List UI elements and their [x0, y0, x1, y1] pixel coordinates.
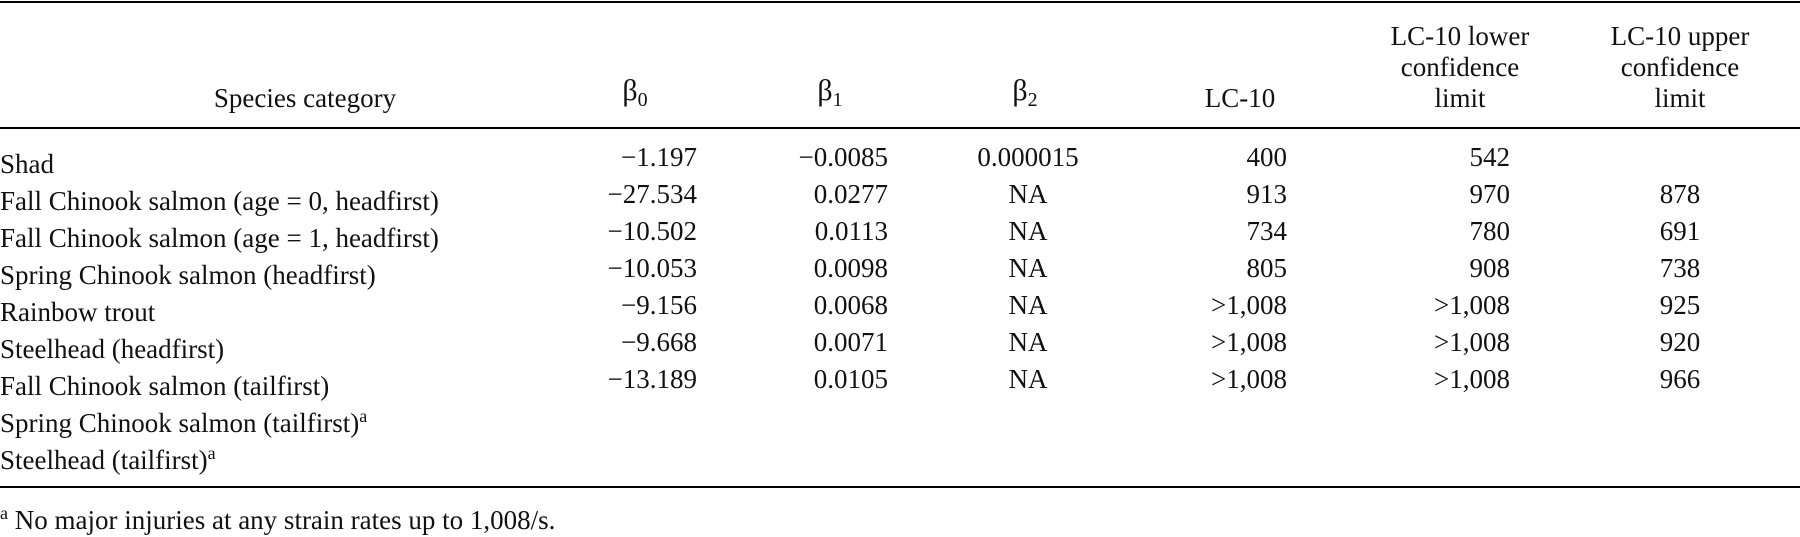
- cell-lc10: 913: [1246, 179, 1288, 209]
- table-header-rule: [0, 127, 1800, 129]
- beta-subscript: 1: [832, 89, 843, 111]
- header-lower-line: LC-10 lower: [1390, 21, 1530, 51]
- cell-lower-limit: >1,008: [1434, 364, 1510, 394]
- cell-lc10: 400: [1246, 142, 1288, 172]
- table-row: Steelhead (tailfirst)a: [0, 435, 1800, 475]
- header-lc10: LC-10: [1160, 14, 1320, 114]
- beta-subscript: 2: [1027, 89, 1038, 111]
- cell-lc10: >1,008: [1211, 327, 1287, 357]
- beta-symbol: β: [1012, 74, 1028, 107]
- table-row: Fall Chinook salmon (age = 1, headfirst)…: [0, 213, 1800, 253]
- cell-beta-1: 0.0277: [813, 179, 888, 209]
- header-lower-line: confidence: [1400, 52, 1520, 82]
- table-top-rule: [0, 1, 1800, 3]
- cell-beta-0: −27.534: [607, 179, 697, 209]
- cell-upper-limit: 966: [1659, 364, 1701, 394]
- cell-beta-2: NA: [1008, 290, 1048, 320]
- cell-beta-2: NA: [1008, 364, 1048, 394]
- cell-species: Fall Chinook salmon (tailfirst): [0, 371, 330, 401]
- cell-beta-1: 0.0098: [813, 253, 888, 283]
- cell-species: Steelhead (headfirst): [0, 334, 225, 364]
- cell-upper-limit: 691: [1659, 216, 1701, 246]
- cell-beta-1: 0.0068: [813, 290, 888, 320]
- cell-lower-limit: 908: [1469, 253, 1511, 283]
- cell-lower-limit: 970: [1469, 179, 1511, 209]
- cell-species: Rainbow trout: [0, 297, 156, 327]
- cell-beta-2: 0.000015: [977, 142, 1079, 172]
- table-row: Fall Chinook salmon (age = 0, headfirst)…: [0, 176, 1800, 216]
- cell-upper-limit: 738: [1659, 253, 1701, 283]
- cell-lower-limit: 780: [1469, 216, 1511, 246]
- cell-beta-0: −10.053: [607, 253, 697, 283]
- cell-beta-1: −0.0085: [798, 142, 888, 172]
- beta-symbol: β: [622, 74, 638, 107]
- cell-lower-limit: >1,008: [1434, 327, 1510, 357]
- cell-lc10: >1,008: [1211, 364, 1287, 394]
- cell-beta-2: NA: [1008, 253, 1048, 283]
- cell-lower-limit: 542: [1469, 142, 1511, 172]
- cell-lc10: 734: [1246, 216, 1288, 246]
- header-lower-limit: LC-10 lower confidence limit: [1360, 14, 1560, 114]
- cell-species: Fall Chinook salmon (age = 1, headfirst): [0, 223, 439, 253]
- cell-lower-limit: >1,008: [1434, 290, 1510, 320]
- beta-symbol: β: [817, 74, 833, 107]
- cell-species: Steelhead (tailfirst)a: [0, 443, 216, 475]
- header-beta-1: β1: [785, 14, 875, 116]
- header-lower-line: limit: [1434, 83, 1486, 113]
- cell-species: Shad: [0, 149, 54, 179]
- cell-beta-0: −9.156: [621, 290, 697, 320]
- header-upper-line: confidence: [1620, 52, 1740, 82]
- table-row: Steelhead (headfirst) −9.668 0.0071 NA >…: [0, 324, 1800, 364]
- footnote-marker: a: [0, 503, 8, 523]
- header-species-category: Species category: [0, 14, 610, 114]
- table-row: Rainbow trout −9.156 0.0068 NA >1,008 >1…: [0, 287, 1800, 327]
- footnote-text: No major injuries at any strain rates up…: [8, 505, 556, 535]
- cell-beta-0: −13.189: [607, 364, 697, 394]
- header-lc10-label: LC-10: [1204, 83, 1276, 113]
- header-upper-line: LC-10 upper: [1610, 21, 1750, 51]
- cell-beta-1: 0.0071: [813, 327, 888, 357]
- cell-species: Spring Chinook salmon (tailfirst)a: [0, 406, 368, 438]
- cell-upper-limit: 878: [1659, 179, 1701, 209]
- cell-beta-0: −10.502: [607, 216, 697, 246]
- cell-beta-2: NA: [1008, 327, 1048, 357]
- cell-beta-0: −1.197: [621, 142, 697, 172]
- cell-beta-0: −9.668: [621, 327, 697, 357]
- header-upper-limit: LC-10 upper confidence limit: [1580, 14, 1780, 114]
- cell-beta-2: NA: [1008, 179, 1048, 209]
- cell-species: Spring Chinook salmon (headfirst): [0, 260, 376, 290]
- header-upper-line: limit: [1654, 83, 1706, 113]
- cell-species: Fall Chinook salmon (age = 0, headfirst): [0, 186, 439, 216]
- cell-beta-1: 0.0105: [813, 364, 888, 394]
- cell-upper-limit: 920: [1659, 327, 1701, 357]
- cell-beta-2: NA: [1008, 216, 1048, 246]
- table-row: Fall Chinook salmon (tailfirst) −13.189 …: [0, 361, 1800, 401]
- cell-beta-1: 0.0113: [814, 216, 888, 246]
- cell-lc10: >1,008: [1211, 290, 1287, 320]
- header-beta-0: β0: [590, 14, 680, 116]
- table-row: Shad −1.197 −0.0085 0.000015 400 542: [0, 139, 1800, 179]
- table-row: Spring Chinook salmon (tailfirst)a: [0, 398, 1800, 438]
- beta-subscript: 0: [637, 89, 648, 111]
- header-beta-2: β2: [980, 14, 1070, 116]
- table-bottom-rule: [0, 486, 1800, 488]
- table-footnote: a No major injuries at any strain rates …: [0, 496, 555, 537]
- table-row: Spring Chinook salmon (headfirst) −10.05…: [0, 250, 1800, 290]
- cell-lc10: 805: [1246, 253, 1288, 283]
- cell-upper-limit: 925: [1659, 290, 1701, 320]
- header-species-label: Species category: [213, 83, 397, 113]
